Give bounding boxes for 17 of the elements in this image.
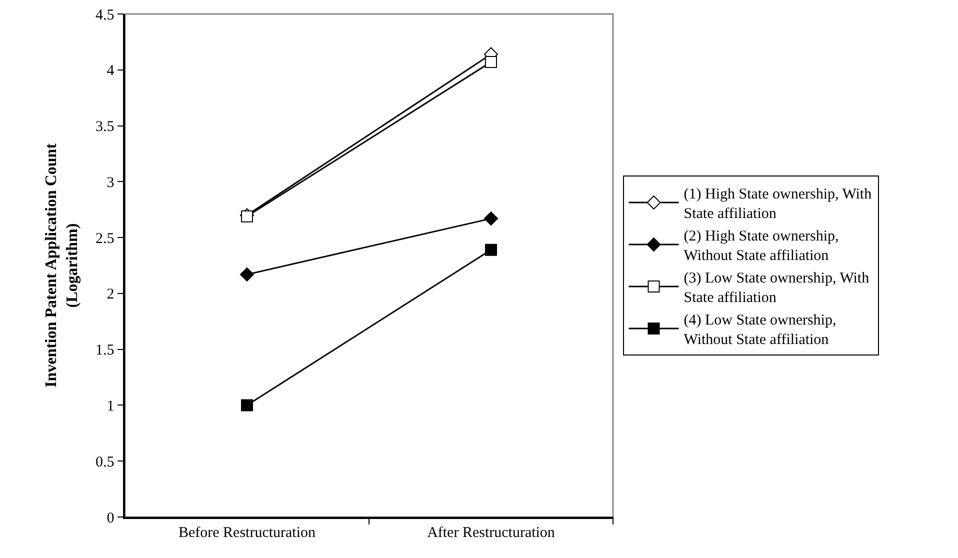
y-tick-label: 1 <box>106 398 114 414</box>
y-tick-label: 4.5 <box>96 7 114 24</box>
legend-label: (3) Low State ownership, With State affiliation <box>684 270 870 306</box>
legend-label: (2) High State ownership, Without State affiliation <box>684 228 839 264</box>
y-tick-label: 4 <box>106 63 115 80</box>
x-tick-label: Before Restructuration <box>178 524 316 541</box>
x-tick-label: After Restructuration <box>427 524 556 541</box>
y-axis-title: Invention Patent Application Count (Logarithm) <box>43 142 81 388</box>
legend-label: (4) Low State ownership, Without State affiliation <box>684 312 836 348</box>
y-tick-label: 0.5 <box>96 454 114 470</box>
y-tick-label: 2.5 <box>96 230 114 247</box>
y-tick-label: 1.5 <box>96 342 114 359</box>
legend-label: (1) High State ownership, With State affiliation <box>684 186 872 222</box>
y-tick-label: 2 <box>106 286 114 303</box>
y-tick-label: 0 <box>106 510 114 526</box>
y-tick-label: 3.5 <box>96 119 114 136</box>
y-tick-label: 3 <box>106 174 114 191</box>
